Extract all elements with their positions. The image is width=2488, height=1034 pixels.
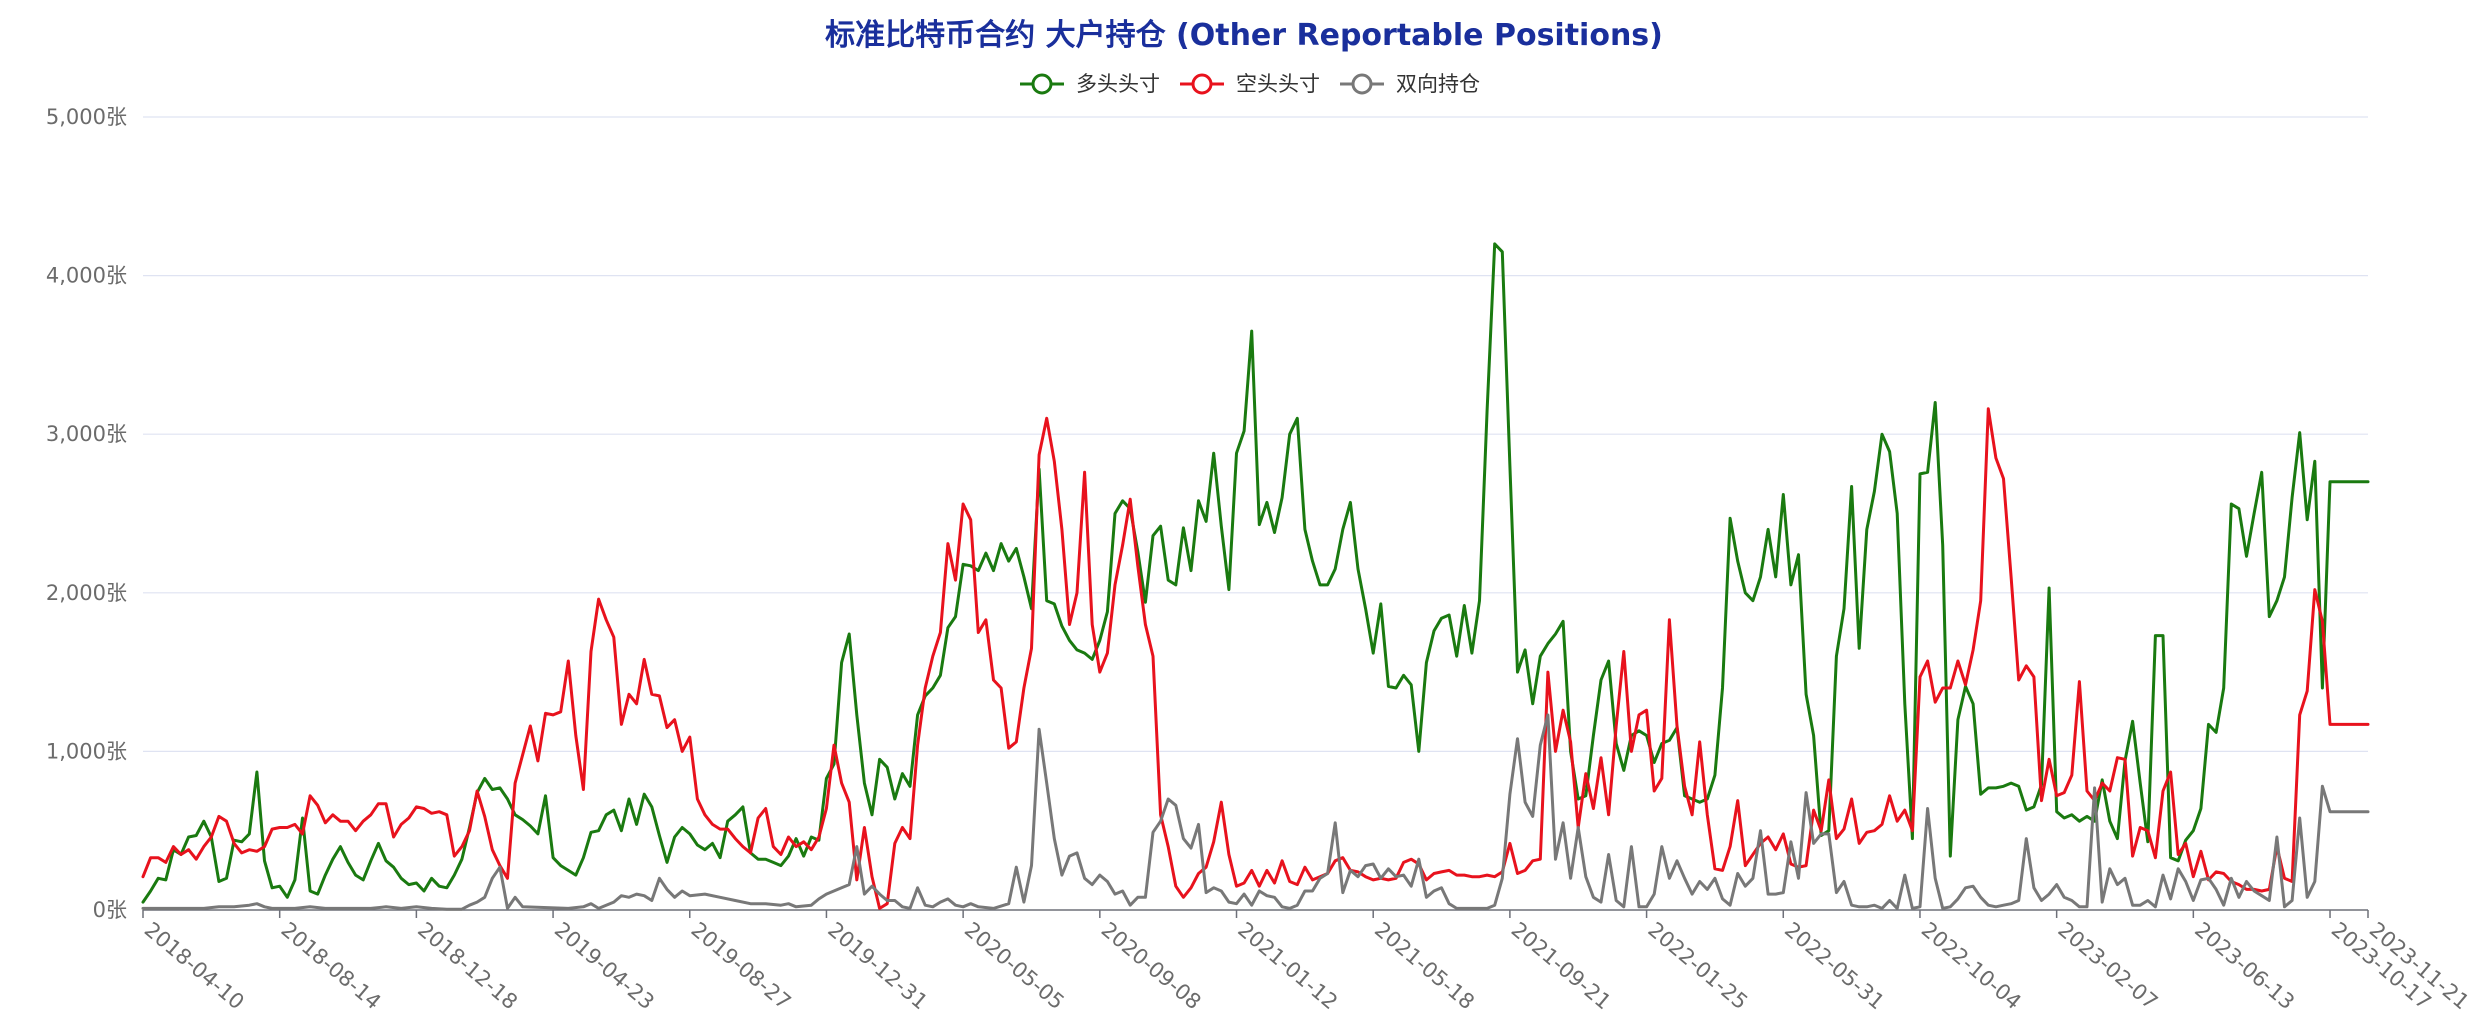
y-axis: 0张 1,000张 2,000张 3,000张 4,000张 5,000张 [46,105,127,922]
legend-circle-icon [1351,73,1373,95]
legend-item-1[interactable]: 多头头寸 [1020,72,1160,96]
x-tick-label: 2022-01-25 [1643,917,1752,1014]
y-tick-label: 5,000张 [46,105,127,129]
x-tick-label: 2022-10-04 [1917,917,2026,1014]
legend-circle-icon [1031,73,1053,95]
x-tick-label: 2018-04-10 [140,917,249,1014]
chart-title: 标准比特币合约 大户持仓 (Other Reportable Positions… [825,18,1663,53]
x-tick-label: 2023-02-07 [2053,917,2162,1014]
x-tick-label: 2018-12-18 [413,917,522,1014]
legend-item-3[interactable]: 双向持仓 [1340,72,1480,96]
x-tick-label: 2020-05-05 [960,917,1069,1014]
x-tick-label: 2021-01-12 [1233,917,1342,1014]
legend-label: 空头头寸 [1236,72,1320,96]
x-axis: 2018-04-10 2018-08-14 2018-12-18 2019-04-23… [140,910,2474,1014]
legend-circle-icon [1191,73,1213,95]
series-line-2 [141,407,2370,910]
x-tick-label: 2021-05-18 [1370,917,1479,1014]
x-tick-label: 2018-08-14 [276,917,385,1014]
x-tick-label: 2020-09-08 [1097,917,1206,1014]
x-tick-label: 2023-06-13 [2190,917,2299,1014]
legend-label: 双向持仓 [1396,72,1480,96]
series-line-1 [141,242,2370,904]
x-tick-label: 2021-09-21 [1507,917,1616,1014]
x-tick-label: 2019-08-27 [687,917,796,1014]
legend: 多头头寸 空头头寸 双向持仓 [1020,72,1480,96]
y-tick-label: 0张 [93,898,127,922]
series-layer [141,242,2370,911]
legend-item-2[interactable]: 空头头寸 [1180,72,1320,96]
y-tick-label: 3,000张 [46,422,127,446]
x-tick-label: 2019-12-31 [823,917,932,1014]
y-tick-label: 1,000张 [46,739,127,763]
legend-label: 多头头寸 [1076,72,1160,96]
x-tick-label: 2022-05-31 [1780,917,1889,1014]
series-line-3 [141,713,2370,911]
x-tick-label: 2019-04-23 [550,917,659,1014]
y-tick-label: 2,000张 [46,581,127,605]
y-tick-label: 4,000张 [46,264,127,288]
